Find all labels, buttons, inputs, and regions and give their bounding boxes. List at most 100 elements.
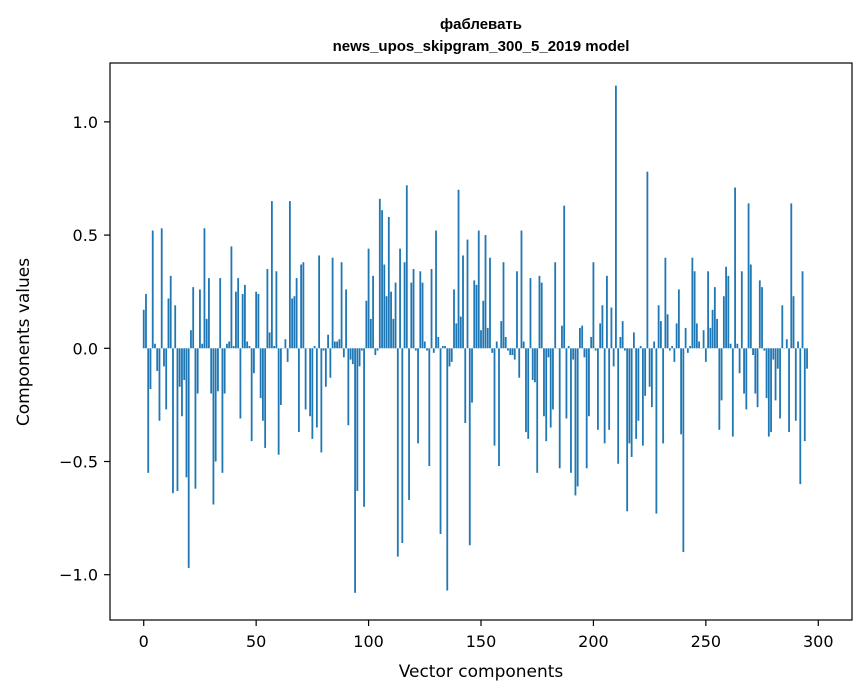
bar xyxy=(423,341,426,349)
bar xyxy=(558,348,561,469)
bar xyxy=(653,341,656,349)
bar xyxy=(725,266,727,349)
y-tick-label: 0.5 xyxy=(73,226,98,245)
bar xyxy=(347,348,350,426)
bar xyxy=(691,257,694,349)
bar xyxy=(637,348,640,421)
bar xyxy=(648,348,651,387)
bar xyxy=(262,348,264,421)
bar xyxy=(376,348,379,351)
bar xyxy=(601,305,604,349)
bar xyxy=(365,300,368,349)
bar xyxy=(677,289,680,349)
bar xyxy=(217,348,219,392)
bar xyxy=(563,205,566,349)
bar xyxy=(212,348,215,505)
bar xyxy=(257,293,260,349)
bar xyxy=(707,271,709,349)
bar xyxy=(367,248,370,349)
bar xyxy=(154,343,156,349)
bar xyxy=(446,348,449,591)
bar xyxy=(704,348,707,362)
bar xyxy=(592,262,595,349)
bar xyxy=(313,346,316,349)
bar xyxy=(275,271,278,349)
bar xyxy=(410,282,413,349)
bar xyxy=(630,348,633,457)
bar xyxy=(486,327,489,349)
bar xyxy=(273,346,276,349)
bar xyxy=(480,330,482,349)
bar xyxy=(668,348,671,351)
y-axis-label: Components values xyxy=(14,258,34,426)
bar xyxy=(354,348,356,593)
bar xyxy=(428,348,431,467)
bar xyxy=(779,348,781,419)
bar xyxy=(302,262,305,349)
bar xyxy=(453,289,455,349)
bar xyxy=(484,235,487,349)
bar xyxy=(369,318,372,349)
bar xyxy=(255,291,258,349)
bar xyxy=(761,287,763,349)
bar xyxy=(194,348,197,489)
bar xyxy=(619,336,622,349)
bar xyxy=(318,255,321,349)
bar xyxy=(466,239,469,349)
bar xyxy=(567,346,570,349)
bar xyxy=(518,348,521,378)
bar xyxy=(253,348,255,374)
bar xyxy=(747,203,750,349)
bar xyxy=(342,348,345,358)
bar xyxy=(239,348,242,419)
bar xyxy=(178,348,181,387)
bar xyxy=(338,339,341,349)
bar xyxy=(689,346,692,349)
bar xyxy=(284,339,287,349)
bar xyxy=(277,348,280,455)
bar xyxy=(745,348,748,410)
x-tick-label: 200 xyxy=(578,632,609,651)
bar xyxy=(529,278,532,349)
bar xyxy=(734,187,736,349)
bar xyxy=(169,275,172,349)
bar xyxy=(322,348,325,351)
bar xyxy=(244,284,246,349)
bar xyxy=(439,348,442,534)
bar xyxy=(718,348,721,430)
bar xyxy=(698,341,700,349)
bar xyxy=(491,348,494,353)
bar xyxy=(549,348,552,428)
bar xyxy=(288,201,291,349)
bar xyxy=(320,348,323,453)
bar xyxy=(504,336,507,349)
bar xyxy=(390,291,392,349)
bar xyxy=(455,323,458,349)
bar xyxy=(462,255,464,349)
bar xyxy=(165,348,168,410)
bar xyxy=(435,230,437,349)
bar xyxy=(471,348,473,403)
bar xyxy=(340,262,343,349)
bar xyxy=(615,85,617,349)
bar xyxy=(599,323,602,349)
bar xyxy=(142,309,145,349)
bar xyxy=(758,280,761,349)
bar xyxy=(477,230,480,349)
bar xyxy=(327,334,329,349)
bar xyxy=(639,346,642,349)
bar xyxy=(581,325,584,349)
bar xyxy=(788,348,790,433)
y-tick-label: −0.5 xyxy=(59,453,98,472)
bar xyxy=(403,262,406,349)
bar xyxy=(606,275,608,349)
bar xyxy=(226,343,228,349)
bar xyxy=(228,341,231,349)
bar xyxy=(500,321,503,349)
bar xyxy=(752,348,754,356)
bar xyxy=(426,348,428,351)
bar xyxy=(266,269,269,349)
bar xyxy=(482,300,485,349)
bar xyxy=(419,271,422,349)
bar xyxy=(315,348,318,428)
